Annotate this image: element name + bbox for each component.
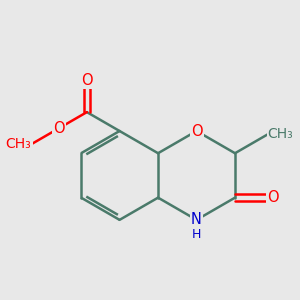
Text: H: H — [192, 228, 201, 241]
Text: O: O — [53, 121, 65, 136]
Text: N: N — [191, 212, 202, 227]
Text: CH₃: CH₃ — [268, 127, 293, 141]
Text: O: O — [81, 73, 93, 88]
Text: O: O — [191, 124, 202, 139]
Text: O: O — [267, 190, 279, 205]
Text: CH₃: CH₃ — [6, 137, 31, 151]
